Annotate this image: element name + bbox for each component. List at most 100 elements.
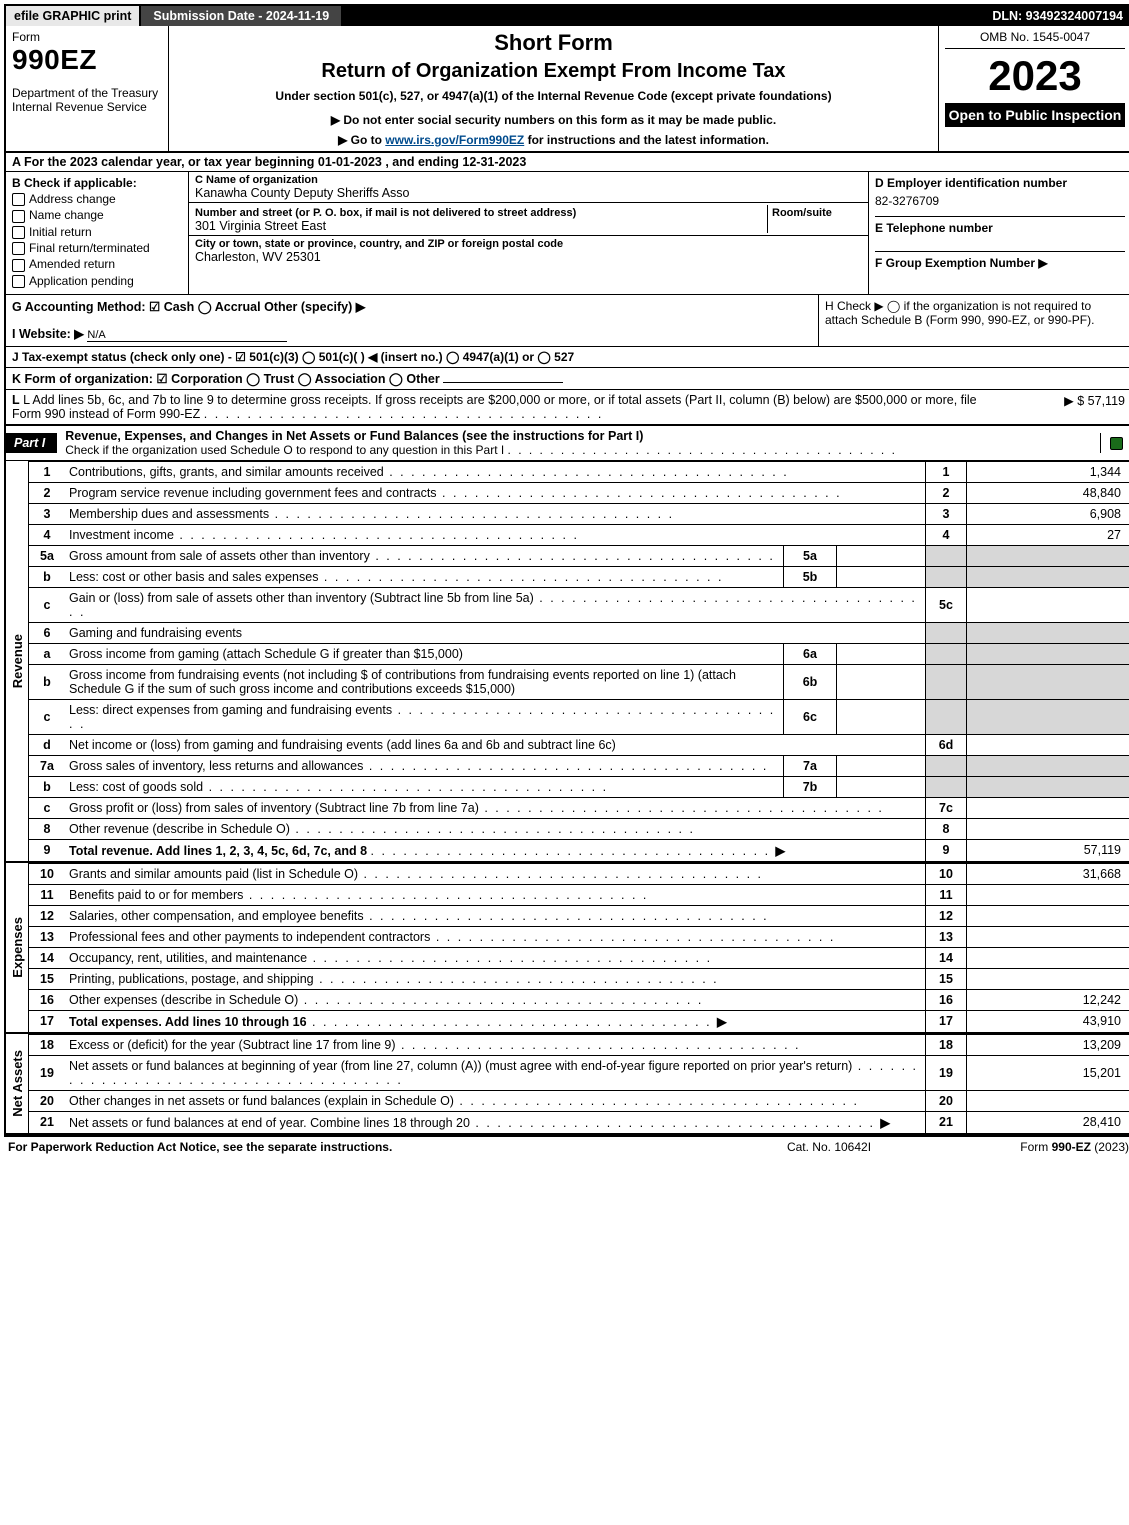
org-name: Kanawha County Deputy Sheriffs Asso (195, 186, 862, 200)
chk-final-return[interactable]: Final return/terminated (12, 241, 182, 255)
cat-no: Cat. No. 10642I (729, 1140, 929, 1154)
line-19: 19Net assets or fund balances at beginni… (29, 1055, 1129, 1090)
checkbox-icon (12, 226, 25, 239)
chk-application-pending[interactable]: Application pending (12, 274, 182, 288)
j-tax-exempt: J Tax-exempt status (check only one) - ☑… (12, 350, 574, 364)
line-20: 20Other changes in net assets or fund ba… (29, 1090, 1129, 1111)
line-5c: cGain or (loss) from sale of assets othe… (29, 587, 1129, 622)
omb-number: OMB No. 1545-0047 (945, 30, 1125, 49)
under-section-note: Under section 501(c), 527, or 4947(a)(1)… (177, 89, 930, 103)
line-3: 3Membership dues and assessments36,908 (29, 503, 1129, 524)
checkbox-checked-icon (1110, 437, 1123, 450)
checkbox-icon (12, 259, 25, 272)
form-ref-no: 990-EZ (1052, 1140, 1091, 1154)
i-website: I Website: ▶ N/A (12, 326, 812, 342)
row-l: L L Add lines 5b, 6c, and 7b to line 9 t… (6, 390, 1129, 425)
line-6b: bGross income from fundraising events (n… (29, 664, 1129, 699)
chk-label: Name change (29, 208, 104, 222)
expenses-side-label: Expenses (6, 863, 29, 1032)
line-4: 4Investment income427 (29, 524, 1129, 545)
efile-print-button[interactable]: efile GRAPHIC print (6, 6, 141, 26)
row-g-h: G Accounting Method: ☑ Cash ◯ Accrual Ot… (6, 295, 1129, 347)
expenses-table: 10Grants and similar amounts paid (list … (29, 863, 1129, 1032)
website-value: N/A (87, 329, 287, 342)
column-d-e-f: D Employer identification number 82-3276… (869, 172, 1129, 294)
irs-link[interactable]: www.irs.gov/Form990EZ (385, 133, 524, 147)
revenue-side-label: Revenue (6, 461, 29, 861)
line-8: 8Other revenue (describe in Schedule O)8 (29, 818, 1129, 839)
org-city: Charleston, WV 25301 (195, 250, 862, 264)
chk-label: Amended return (29, 257, 115, 271)
checkbox-icon (12, 210, 25, 223)
net-assets-section: Net Assets 18Excess or (deficit) for the… (6, 1034, 1129, 1135)
department-label: Department of the Treasury Internal Reve… (12, 86, 162, 114)
org-street: 301 Virginia Street East (195, 219, 326, 233)
checkbox-icon (12, 193, 25, 206)
top-bar: efile GRAPHIC print Submission Date - 20… (6, 6, 1129, 26)
goto-note: ▶ Go to www.irs.gov/Form990EZ for instru… (177, 133, 930, 147)
tax-year: 2023 (945, 55, 1125, 97)
dln-label: DLN: 93492324007194 (984, 6, 1129, 26)
c-name-label: C Name of organization (195, 174, 862, 186)
c-city-label: City or town, state or province, country… (195, 238, 862, 250)
block-b-through-f: B Check if applicable: Address change Na… (6, 172, 1129, 295)
line-16: 16Other expenses (describe in Schedule O… (29, 989, 1129, 1010)
form-ref-year: (2023) (1091, 1140, 1129, 1154)
form-word: Form (12, 30, 162, 44)
room-suite-label: Room/suite (772, 207, 832, 219)
l-amount: ▶ $ 57,119 (1005, 393, 1125, 421)
column-b: B Check if applicable: Address change Na… (6, 172, 189, 294)
k-other-line (443, 382, 563, 383)
chk-amended-return[interactable]: Amended return (12, 257, 182, 271)
form-header: Form 990EZ Department of the Treasury In… (6, 26, 1129, 153)
chk-initial-return[interactable]: Initial return (12, 225, 182, 239)
row-a-tax-year: A For the 2023 calendar year, or tax yea… (6, 153, 1129, 172)
line-6a: aGross income from gaming (attach Schedu… (29, 643, 1129, 664)
d-ein-label: D Employer identification number (875, 176, 1125, 190)
row-j: J Tax-exempt status (check only one) - ☑… (6, 347, 1129, 368)
d-ein-value: 82-3276709 (875, 194, 1125, 208)
line-13: 13Professional fees and other payments t… (29, 926, 1129, 947)
line-7c: cGross profit or (loss) from sales of in… (29, 797, 1129, 818)
line-10: 10Grants and similar amounts paid (list … (29, 863, 1129, 884)
e-phone-label: E Telephone number (875, 216, 1125, 235)
chk-name-change[interactable]: Name change (12, 208, 182, 222)
line-1: 1Contributions, gifts, grants, and simil… (29, 461, 1129, 482)
arrow-icon: ▶ (880, 1116, 890, 1130)
header-left: Form 990EZ Department of the Treasury In… (6, 26, 169, 151)
part1-header: Part I Revenue, Expenses, and Changes in… (6, 425, 1129, 461)
f-group-label: F Group Exemption Number ▶ (875, 251, 1125, 270)
side-net-text: Net Assets (10, 1050, 25, 1117)
g-accounting: G Accounting Method: ☑ Cash ◯ Accrual Ot… (6, 295, 818, 346)
line-7a: 7aGross sales of inventory, less returns… (29, 755, 1129, 776)
dots-icon (204, 407, 604, 421)
dots-icon (508, 443, 897, 457)
row-k: K Form of organization: ☑ Corporation ◯ … (6, 368, 1129, 390)
form-ref: Form 990-EZ (2023) (929, 1140, 1129, 1154)
line-5b: bLess: cost or other basis and sales exp… (29, 566, 1129, 587)
return-title: Return of Organization Exempt From Incom… (177, 60, 930, 83)
part1-schedule-o-check[interactable] (1100, 433, 1129, 453)
header-center: Short Form Return of Organization Exempt… (169, 26, 939, 151)
arrow-icon: ▶ (717, 1015, 727, 1029)
revenue-table: 1Contributions, gifts, grants, and simil… (29, 461, 1129, 861)
line-6c: cLess: direct expenses from gaming and f… (29, 699, 1129, 734)
chk-label: Final return/terminated (29, 241, 150, 255)
line-6: 6Gaming and fundraising events (29, 622, 1129, 643)
line-11: 11Benefits paid to or for members11 (29, 884, 1129, 905)
line-9: 9Total revenue. Add lines 1, 2, 3, 4, 5c… (29, 839, 1129, 861)
line-12: 12Salaries, other compensation, and empl… (29, 905, 1129, 926)
part1-title: Revenue, Expenses, and Changes in Net As… (65, 426, 1100, 460)
chk-address-change[interactable]: Address change (12, 192, 182, 206)
goto-post: for instructions and the latest informat… (524, 133, 769, 147)
chk-label: Initial return (29, 225, 92, 239)
line-7b: bLess: cost of goods sold7b (29, 776, 1129, 797)
column-c: C Name of organization Kanawha County De… (189, 172, 869, 294)
arrow-icon: ▶ (776, 844, 786, 858)
c-street-label: Number and street (or P. O. box, if mail… (195, 207, 576, 219)
side-expenses-text: Expenses (10, 917, 25, 978)
line-15: 15Printing, publications, postage, and s… (29, 968, 1129, 989)
line-17: 17Total expenses. Add lines 10 through 1… (29, 1010, 1129, 1032)
form-number: 990EZ (12, 44, 162, 76)
checkbox-icon (12, 275, 25, 288)
